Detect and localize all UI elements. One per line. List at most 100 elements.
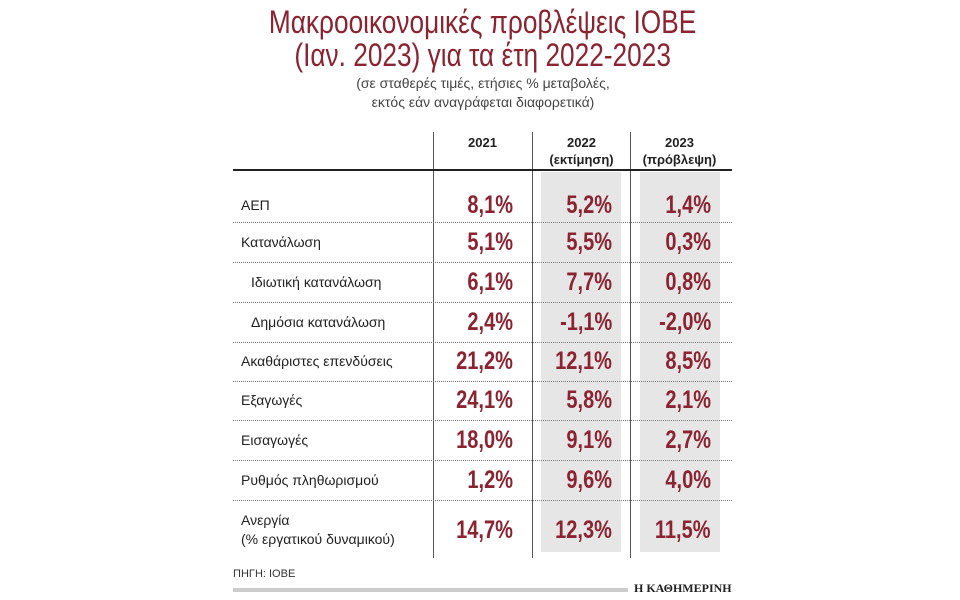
value-text: 4,0%	[665, 466, 711, 494]
brand-logo: Η ΚΑΘΗΜΕΡΙΝΗ	[634, 581, 732, 595]
row-divider	[233, 302, 732, 303]
title-line-2: (Ιαν. 2023) για τα έτη 2022-2023	[294, 37, 672, 73]
value-cell-2022: 9,6%	[532, 466, 612, 494]
value-text: 5,8%	[566, 386, 612, 414]
value-cell-2023: -2,0%	[631, 308, 711, 336]
row-divider	[233, 262, 732, 263]
value-text: 2,4%	[467, 308, 513, 336]
value-cell-2023: 0,3%	[631, 228, 711, 256]
row-label-text: ΑΕΠ	[241, 196, 270, 213]
value-text: 5,2%	[566, 191, 612, 219]
value-text: 2,7%	[665, 426, 711, 454]
value-text: 6,1%	[467, 268, 513, 296]
column-header-2022: 2022 (εκτίμηση)	[532, 134, 631, 168]
row-label: ΑΕΠ	[241, 196, 270, 215]
value-cell-2022: 12,1%	[532, 347, 612, 375]
value-cell-2023: 1,4%	[631, 191, 711, 219]
column-divider	[630, 132, 631, 558]
value-text: 7,7%	[566, 268, 612, 296]
row-label: Ακαθάριστες επενδύσεις	[241, 352, 393, 371]
value-text: 12,1%	[555, 347, 612, 375]
value-cell-2021: 8,1%	[433, 191, 513, 219]
value-cell-2021: 18,0%	[433, 426, 513, 454]
value-cell-2021: 21,2%	[433, 347, 513, 375]
row-label-text: Κατανάλωση	[241, 233, 321, 250]
value-cell-2023: 4,0%	[631, 466, 711, 494]
row-label: Ιδιωτική κατανάλωση	[251, 273, 381, 292]
row-divider	[233, 420, 732, 421]
row-divider	[233, 342, 732, 343]
row-label: Ρυθμός πληθωρισμού	[241, 471, 379, 490]
value-text: 8,5%	[665, 347, 711, 375]
value-text: 21,2%	[456, 347, 513, 375]
row-divider	[233, 500, 732, 501]
row-label-text: Δημόσια κατανάλωση	[251, 313, 386, 330]
value-text: 2,1%	[665, 386, 711, 414]
value-cell-2021: 1,2%	[433, 466, 513, 494]
chart-subtitle: (σε σταθερές τιμές, ετήσιες % μεταβολές,…	[0, 74, 960, 112]
row-label: Κατανάλωση	[241, 233, 321, 252]
value-text: 24,1%	[456, 386, 513, 414]
column-note: (πρόβλεψη)	[642, 152, 717, 167]
value-cell-2023: 8,5%	[631, 347, 711, 375]
source-note: ΠΗΓΗ: ΙΟΒΕ	[233, 568, 296, 580]
row-label-text: Ρυθμός πληθωρισμού	[241, 471, 379, 488]
value-text: -1,1%	[559, 308, 612, 336]
column-note: (εκτίμηση)	[549, 152, 614, 167]
row-divider	[233, 381, 732, 382]
column-divider	[532, 132, 533, 558]
value-text: 0,3%	[665, 228, 711, 256]
header-rule	[233, 169, 732, 171]
value-cell-2023: 2,1%	[631, 386, 711, 414]
subtitle-line-1: (σε σταθερές τιμές, ετήσιες % μεταβολές,	[356, 75, 610, 91]
column-year: 2021	[468, 135, 497, 150]
chart-title: Μακροοικονομικές προβλέψεις ΙΟΒΕ (Ιαν. 2…	[0, 6, 960, 72]
value-cell-2021: 6,1%	[433, 268, 513, 296]
value-cell-2022: 5,2%	[532, 191, 612, 219]
row-label: Δημόσια κατανάλωση	[251, 313, 385, 332]
value-cell-2022: 12,3%	[532, 516, 612, 544]
row-label-text: Εισαγωγές	[241, 431, 309, 448]
column-header-2021: 2021	[433, 134, 532, 151]
brand-bar	[233, 588, 628, 592]
value-cell-2021: 14,7%	[433, 516, 513, 544]
column-year: 2022	[567, 135, 596, 150]
value-text: 8,1%	[467, 191, 513, 219]
title-line-1: Μακροοικονομικές προβλέψεις ΙΟΒΕ	[269, 4, 697, 40]
value-cell-2023: 2,7%	[631, 426, 711, 454]
value-text: 12,3%	[555, 516, 612, 544]
row-label: Εισαγωγές	[241, 431, 308, 450]
row-divider	[233, 460, 732, 461]
value-cell-2022: 7,7%	[532, 268, 612, 296]
row-label-subtext: (% εργατικού δυναμικού)	[241, 531, 395, 547]
value-text: 5,5%	[566, 228, 612, 256]
value-text: -2,0%	[658, 308, 711, 336]
value-cell-2021: 5,1%	[433, 228, 513, 256]
value-cell-2022: 5,8%	[532, 386, 612, 414]
value-cell-2021: 2,4%	[433, 308, 513, 336]
value-cell-2023: 0,8%	[631, 268, 711, 296]
row-label-text: Ανεργία	[241, 512, 290, 528]
column-year: 2023	[665, 135, 694, 150]
value-text: 5,1%	[467, 228, 513, 256]
column-shade-2022	[541, 172, 621, 552]
subtitle-line-2: εκτός εάν αναγράφεται διαφορετικά)	[371, 94, 595, 110]
value-text: 1,2%	[467, 466, 513, 494]
value-text: 11,5%	[655, 516, 711, 544]
row-label-text: Ιδιωτική κατανάλωση	[251, 273, 382, 290]
value-cell-2022: -1,1%	[532, 308, 612, 336]
value-text: 1,4%	[665, 191, 711, 219]
value-text: 18,0%	[456, 426, 513, 454]
value-text: 14,7%	[456, 516, 513, 544]
row-divider	[233, 222, 732, 223]
value-text: 0,8%	[665, 268, 711, 296]
column-header-2023: 2023 (πρόβλεψη)	[630, 134, 729, 168]
value-cell-2021: 24,1%	[433, 386, 513, 414]
value-cell-2022: 5,5%	[532, 228, 612, 256]
value-cell-2023: 11,5%	[631, 516, 711, 544]
value-cell-2022: 9,1%	[532, 426, 612, 454]
column-divider	[433, 132, 434, 558]
value-text: 9,6%	[566, 466, 612, 494]
row-label-text: Ακαθάριστες επενδύσεις	[241, 352, 393, 369]
row-label: Εξαγωγές	[241, 391, 302, 410]
